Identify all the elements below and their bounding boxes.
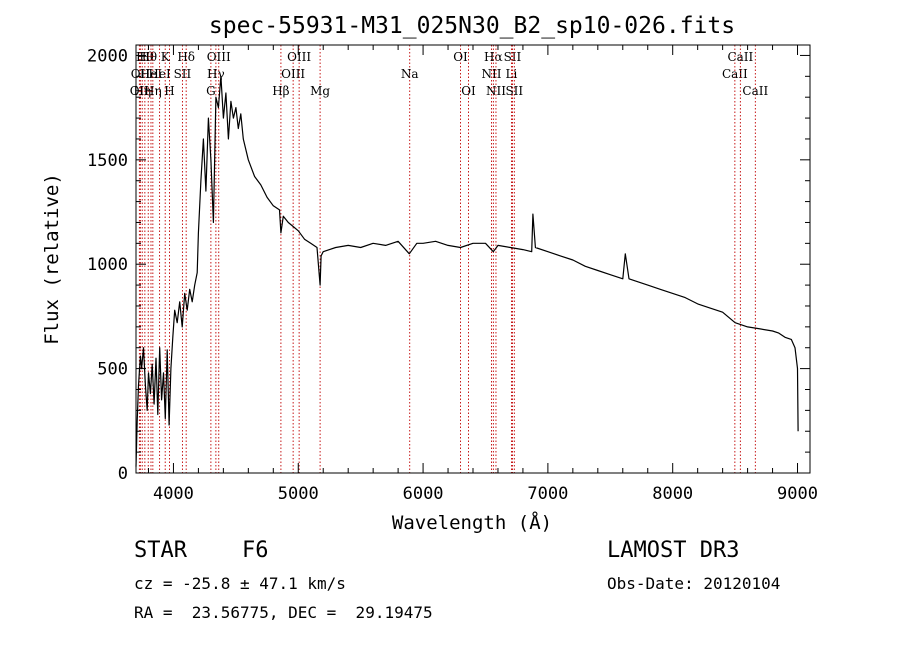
marker-label: Hα — [484, 50, 503, 64]
x-tick-label: 5000 — [278, 484, 319, 504]
x-tick-label: 6000 — [403, 484, 444, 504]
marker-label: Hη — [133, 84, 151, 98]
marker-label: CaII — [722, 67, 748, 81]
x-tick-label: 9000 — [777, 484, 818, 504]
marker-label: SII — [505, 84, 523, 98]
coordinates: RA = 23.56775, DEC = 29.19475 — [134, 603, 433, 622]
marker-label: Mg — [310, 84, 330, 98]
marker-label: K — [161, 50, 171, 64]
marker-label: Li — [506, 67, 518, 81]
survey-label: LAMOST DR3 — [607, 538, 740, 563]
marker-label: OIII — [207, 50, 231, 64]
marker-label: CaII — [727, 50, 753, 64]
marker-label: NII — [481, 67, 501, 81]
marker-label: HeI — [140, 67, 163, 81]
marker-label: G — [206, 84, 216, 98]
x-tick-label: 4000 — [153, 484, 194, 504]
x-tick-label: 8000 — [652, 484, 693, 504]
marker-label: Hδ — [177, 50, 195, 64]
marker-label: OIII — [281, 67, 305, 81]
x-tick-label: 7000 — [527, 484, 568, 504]
marker-label: HeI — [148, 67, 171, 81]
marker-label: OII — [130, 84, 150, 98]
marker-label: SII — [504, 50, 522, 64]
y-tick-label: 2000 — [87, 46, 128, 66]
x-axis: 4000 5000 6000 7000 8000 9000 — [147, 45, 818, 504]
cz-value: cz = -25.8 ± 47.1 km/s — [134, 574, 346, 593]
y-axis-label: Flux (relative) — [41, 173, 63, 345]
marker-label: Hγ — [207, 67, 225, 81]
marker-label: Na — [401, 67, 419, 81]
marker-label: Hη — [144, 84, 162, 98]
line-markers: OIIOIIHηHθHθHeIHηHeIKHSIIHδGHγOIIIHβOIII… — [130, 45, 768, 473]
marker-label: NII — [486, 84, 506, 98]
y-tick-label: 1500 — [87, 151, 128, 171]
y-axis: 0 500 1000 1500 2000 — [87, 46, 810, 484]
marker-label: OI — [461, 84, 476, 98]
marker-label: OI — [453, 50, 468, 64]
series-line-0 — [135, 75, 799, 467]
marker-label: CaII — [742, 84, 768, 98]
obs-date: Obs-Date: 20120104 — [607, 574, 781, 593]
marker-label: SII — [174, 67, 192, 81]
y-tick-label: 1000 — [87, 255, 128, 275]
subclass-label: F6 — [242, 538, 269, 563]
x-axis-label: Wavelength (Å) — [392, 511, 552, 534]
marker-label: Hθ — [139, 50, 157, 64]
marker-label: Hθ — [136, 50, 154, 64]
chart-title: spec-55931-M31_025N30_B2_sp10-026.fits — [209, 13, 735, 39]
plot-frame — [135, 44, 811, 474]
class-label: STAR — [134, 538, 187, 563]
y-tick-label: 0 — [118, 464, 128, 484]
y-tick-label: 500 — [97, 360, 128, 380]
marker-label: OIII — [287, 50, 311, 64]
marker-label: H — [164, 84, 174, 98]
series-layer — [135, 75, 799, 467]
marker-label: Hβ — [272, 84, 289, 98]
